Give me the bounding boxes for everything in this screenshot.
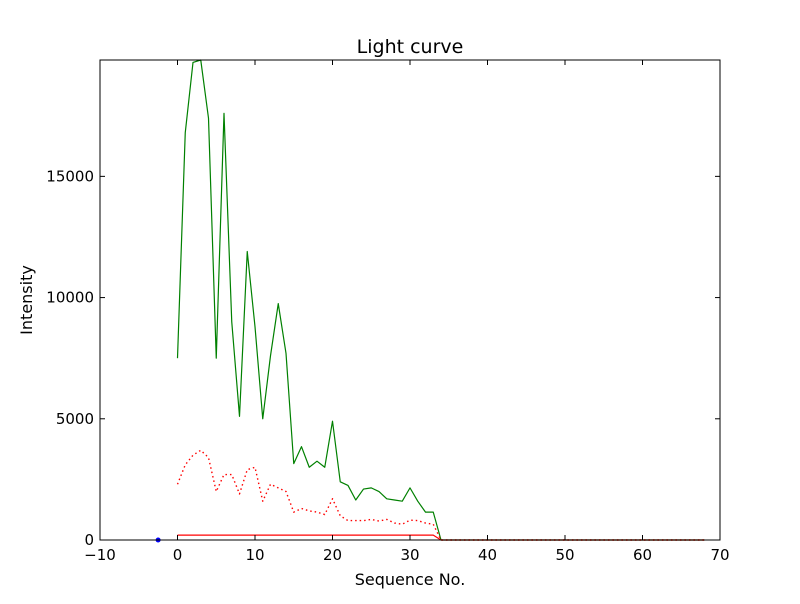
x-axis-ticks: −10 0 10 20 30 40 50 60 70 xyxy=(84,60,730,564)
x-tick-label: 0 xyxy=(173,546,183,564)
x-tick-label: −10 xyxy=(84,546,116,564)
x-tick-label: 20 xyxy=(323,546,342,564)
x-tick-label: 30 xyxy=(400,546,419,564)
y-tick-label: 0 xyxy=(84,531,94,549)
x-tick-label: 40 xyxy=(478,546,497,564)
x-tick-label: 10 xyxy=(245,546,264,564)
plot-series xyxy=(155,59,705,543)
y-tick-label: 10000 xyxy=(46,289,94,307)
x-tick-label: 50 xyxy=(555,546,574,564)
y-tick-label: 15000 xyxy=(46,167,94,185)
x-axis-label: Sequence No. xyxy=(355,570,466,589)
y-axis-ticks: 0 5000 10000 15000 xyxy=(46,167,720,549)
series-2-line xyxy=(176,449,705,541)
x-tick-label: 70 xyxy=(710,546,729,564)
series-1-line xyxy=(176,59,705,541)
x-tick-label: 60 xyxy=(633,546,652,564)
y-axis-label: Intensity xyxy=(17,265,36,335)
chart-title: Light curve xyxy=(357,36,464,58)
plot-frame xyxy=(99,59,721,541)
y-tick-label: 5000 xyxy=(56,410,94,428)
